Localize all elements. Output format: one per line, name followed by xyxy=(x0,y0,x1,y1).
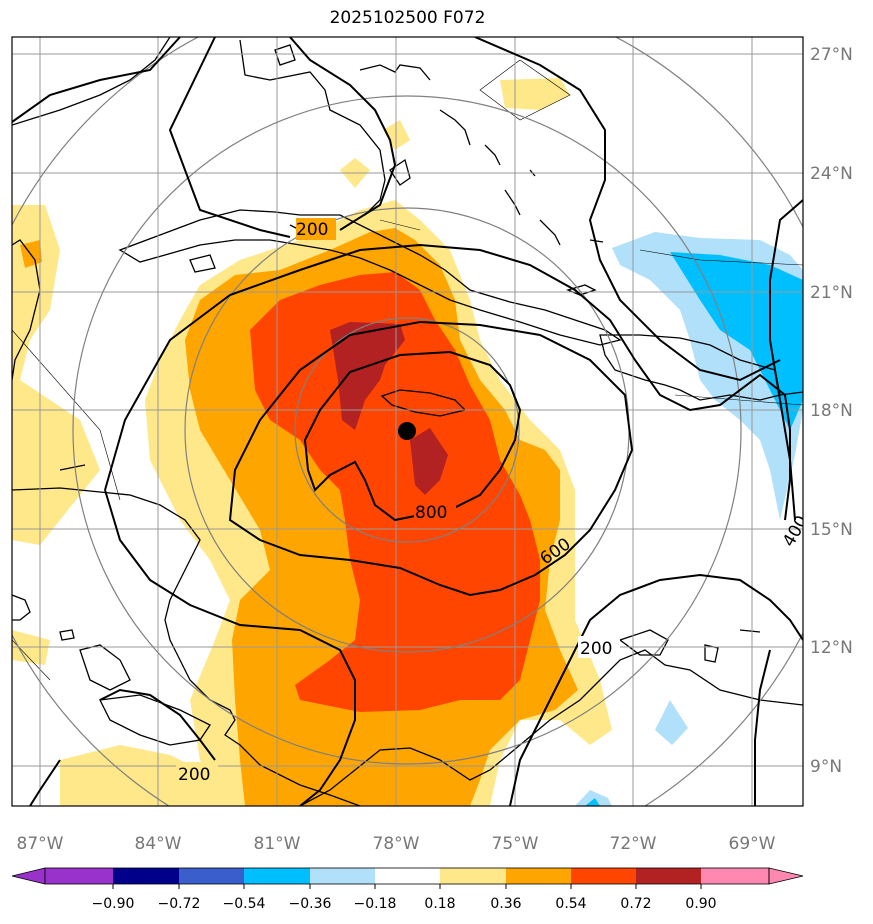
latitude-labels: 27°N 24°N 21°N 18°N 15°N 12°N 9°N xyxy=(810,45,853,777)
colorbar-tick-4: −0.36 xyxy=(289,896,332,912)
coastlines xyxy=(12,37,803,806)
shading-red-orange xyxy=(250,272,540,712)
colorbar-bin-8 xyxy=(506,868,571,884)
colorbar-bin-4 xyxy=(244,868,310,884)
colorbar-bin-7 xyxy=(440,868,506,884)
contour-label-200-south: 200 xyxy=(178,765,210,785)
colorbar: −0.90 −0.72 −0.54 −0.36 −0.18 0.18 0.36 … xyxy=(11,867,804,912)
colorbar-bin-11 xyxy=(701,868,769,884)
colorbar-extend-low xyxy=(11,867,46,885)
colorbar-extend-high xyxy=(768,867,804,885)
colorbar-tick-7: 0.36 xyxy=(490,896,521,912)
colorbar-bin-1 xyxy=(45,868,113,884)
colorbar-bin-10 xyxy=(636,868,701,884)
contour-label-200-north: 200 xyxy=(296,220,328,240)
contour-label-200-east: 200 xyxy=(580,639,612,659)
lon-label-87w: 87°W xyxy=(17,834,64,854)
borders xyxy=(12,59,803,681)
colorbar-bin-2 xyxy=(113,868,179,884)
contour-label-800: 800 xyxy=(415,503,447,523)
colorbar-tick-3: −0.54 xyxy=(223,896,266,912)
shading-dark-red xyxy=(330,322,448,495)
lon-label-78w: 78°W xyxy=(373,834,420,854)
lon-label-72w: 72°W xyxy=(610,834,657,854)
lat-label-27n: 27°N xyxy=(810,45,853,65)
colorbar-bin-3 xyxy=(179,868,244,884)
lat-label-15n: 15°N xyxy=(810,520,853,540)
map-title: 2025102500 F072 xyxy=(329,8,486,28)
lon-label-75w: 75°W xyxy=(492,834,539,854)
colorbar-tick-8: 0.54 xyxy=(555,896,586,912)
colorbar-bin-6 xyxy=(375,868,440,884)
contour-lines xyxy=(12,37,803,806)
lat-label-18n: 18°N xyxy=(810,401,853,421)
lat-label-21n: 21°N xyxy=(810,283,853,303)
colorbar-tick-5: −0.18 xyxy=(354,896,397,912)
colorbar-tick-6: 0.18 xyxy=(424,896,455,912)
lon-label-84w: 84°W xyxy=(135,834,182,854)
colorbar-tick-2: −0.72 xyxy=(158,896,201,912)
colorbar-tick-10: 0.90 xyxy=(685,896,716,912)
colorbar-tick-1: −0.90 xyxy=(92,896,135,912)
map-frame xyxy=(11,36,804,807)
longitude-labels: 87°W 84°W 81°W 78°W 75°W 72°W 69°W xyxy=(17,834,776,854)
lon-label-81w: 81°W xyxy=(254,834,301,854)
colorbar-tick-9: 0.72 xyxy=(620,896,651,912)
lat-label-9n: 9°N xyxy=(810,757,842,777)
lat-label-12n: 12°N xyxy=(810,638,853,658)
colorbar-bin-5 xyxy=(310,868,375,884)
colorbar-bin-9 xyxy=(571,868,636,884)
storm-center-marker xyxy=(398,422,416,440)
lon-label-69w: 69°W xyxy=(729,834,776,854)
lat-label-24n: 24°N xyxy=(810,164,853,184)
